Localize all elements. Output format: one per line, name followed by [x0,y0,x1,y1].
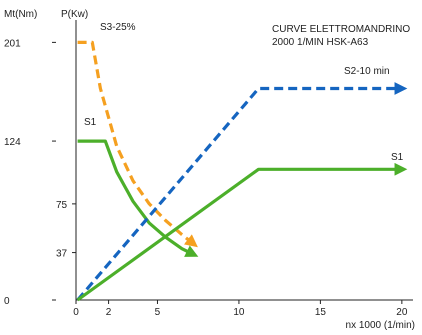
series-line-4 [76,162,408,302]
torque-axis-label: Mt(Nm) [4,9,37,20]
x-axis-label: nx 1000 (1/min) [346,320,415,331]
series-label-s1-power: S1 [391,152,404,163]
x-tick-label: 20 [396,307,408,318]
x-tick-label: 2 [106,307,112,318]
torque-tick-label: 201 [4,38,21,49]
chart-title-line-1: CURVE ELETTROMANDRINO [272,24,410,35]
series-line-1 [77,40,198,248]
labels-layer: Mt(Nm) P(Kw) CURVE ELETTROMANDRINO 2000 … [4,9,415,331]
series-line-2 [77,139,199,257]
series-line-3 [76,82,408,302]
series-label-s2-10min: S2-10 min [344,66,390,77]
x-tick-label: 10 [233,307,245,318]
chart-title-line-2: 2000 1/MIN HSK-A63 [272,37,369,48]
axes-layer [75,20,413,301]
x-tick-label: 0 [73,307,79,318]
x-tick-label: 15 [315,307,327,318]
power-axis-label: P(Kw) [61,9,88,20]
torque-tick-label: 124 [4,137,21,148]
series-layer [76,40,408,302]
torque-tick-label: 0 [4,296,10,307]
series-label-s1-torque: S1 [84,117,97,128]
x-tick-label: 5 [155,307,161,318]
power-tick-label: 37 [56,249,68,260]
ticks-layer: 0 2 5 10 15 20 201 124 0 75 37 [4,38,408,318]
series-label-s3-25: S3-25% [100,22,136,33]
power-tick-label: 75 [56,200,68,211]
